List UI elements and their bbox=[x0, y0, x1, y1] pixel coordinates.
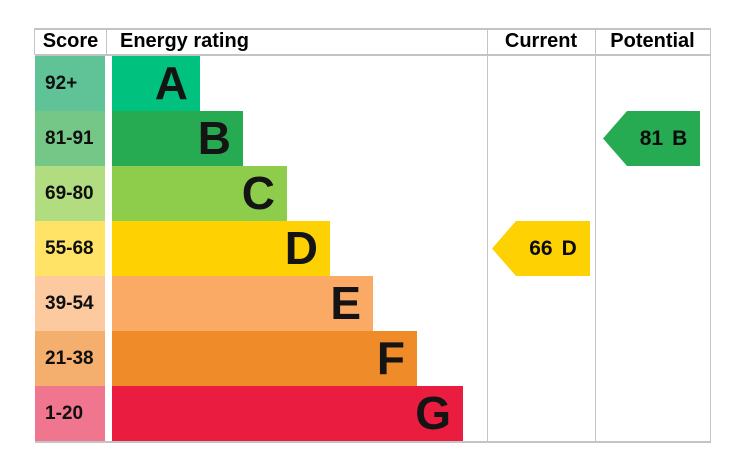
header-score: Score bbox=[42, 30, 99, 52]
score-range-f: 21-38 bbox=[35, 331, 105, 386]
table-bottom-border bbox=[35, 441, 711, 443]
potential-rating-value: 81 bbox=[639, 126, 664, 150]
current-rating-label: 66 D bbox=[529, 237, 577, 261]
current-column-left-border bbox=[487, 28, 488, 443]
header-energy-rating: Energy rating bbox=[120, 30, 249, 52]
header-potential: Potential bbox=[610, 30, 695, 52]
band-bar-g: G bbox=[112, 386, 463, 441]
potential-rating-label: 81 B bbox=[640, 127, 688, 151]
table-top-border bbox=[35, 28, 711, 30]
potential-rating-arrow: 81 B bbox=[603, 111, 700, 166]
band-bar-b: B bbox=[112, 111, 243, 166]
current-rating-arrow: 66 D bbox=[492, 221, 590, 276]
potential-rating-letter: B bbox=[672, 126, 688, 150]
band-bar-d: D bbox=[112, 221, 330, 276]
table-right-border bbox=[710, 28, 711, 443]
band-bar-a: A bbox=[112, 56, 200, 111]
header-left-border bbox=[34, 28, 35, 55]
band-bar-c: C bbox=[112, 166, 287, 221]
band-bar-e: E bbox=[112, 276, 373, 331]
score-range-c: 69-80 bbox=[35, 166, 105, 221]
header-bottom-border bbox=[35, 54, 711, 56]
band-bar-f: F bbox=[112, 331, 417, 386]
current-potential-divider bbox=[595, 28, 596, 443]
score-range-a: 92+ bbox=[35, 56, 105, 111]
header-current: Current bbox=[504, 30, 578, 52]
score-range-b: 81-91 bbox=[35, 111, 105, 166]
score-range-d: 55-68 bbox=[35, 221, 105, 276]
current-rating-letter: D bbox=[561, 236, 577, 260]
current-rating-value: 66 bbox=[529, 236, 553, 260]
score-range-g: 1-20 bbox=[35, 386, 105, 441]
score-range-e: 39-54 bbox=[35, 276, 105, 331]
score-column-divider bbox=[106, 28, 107, 55]
